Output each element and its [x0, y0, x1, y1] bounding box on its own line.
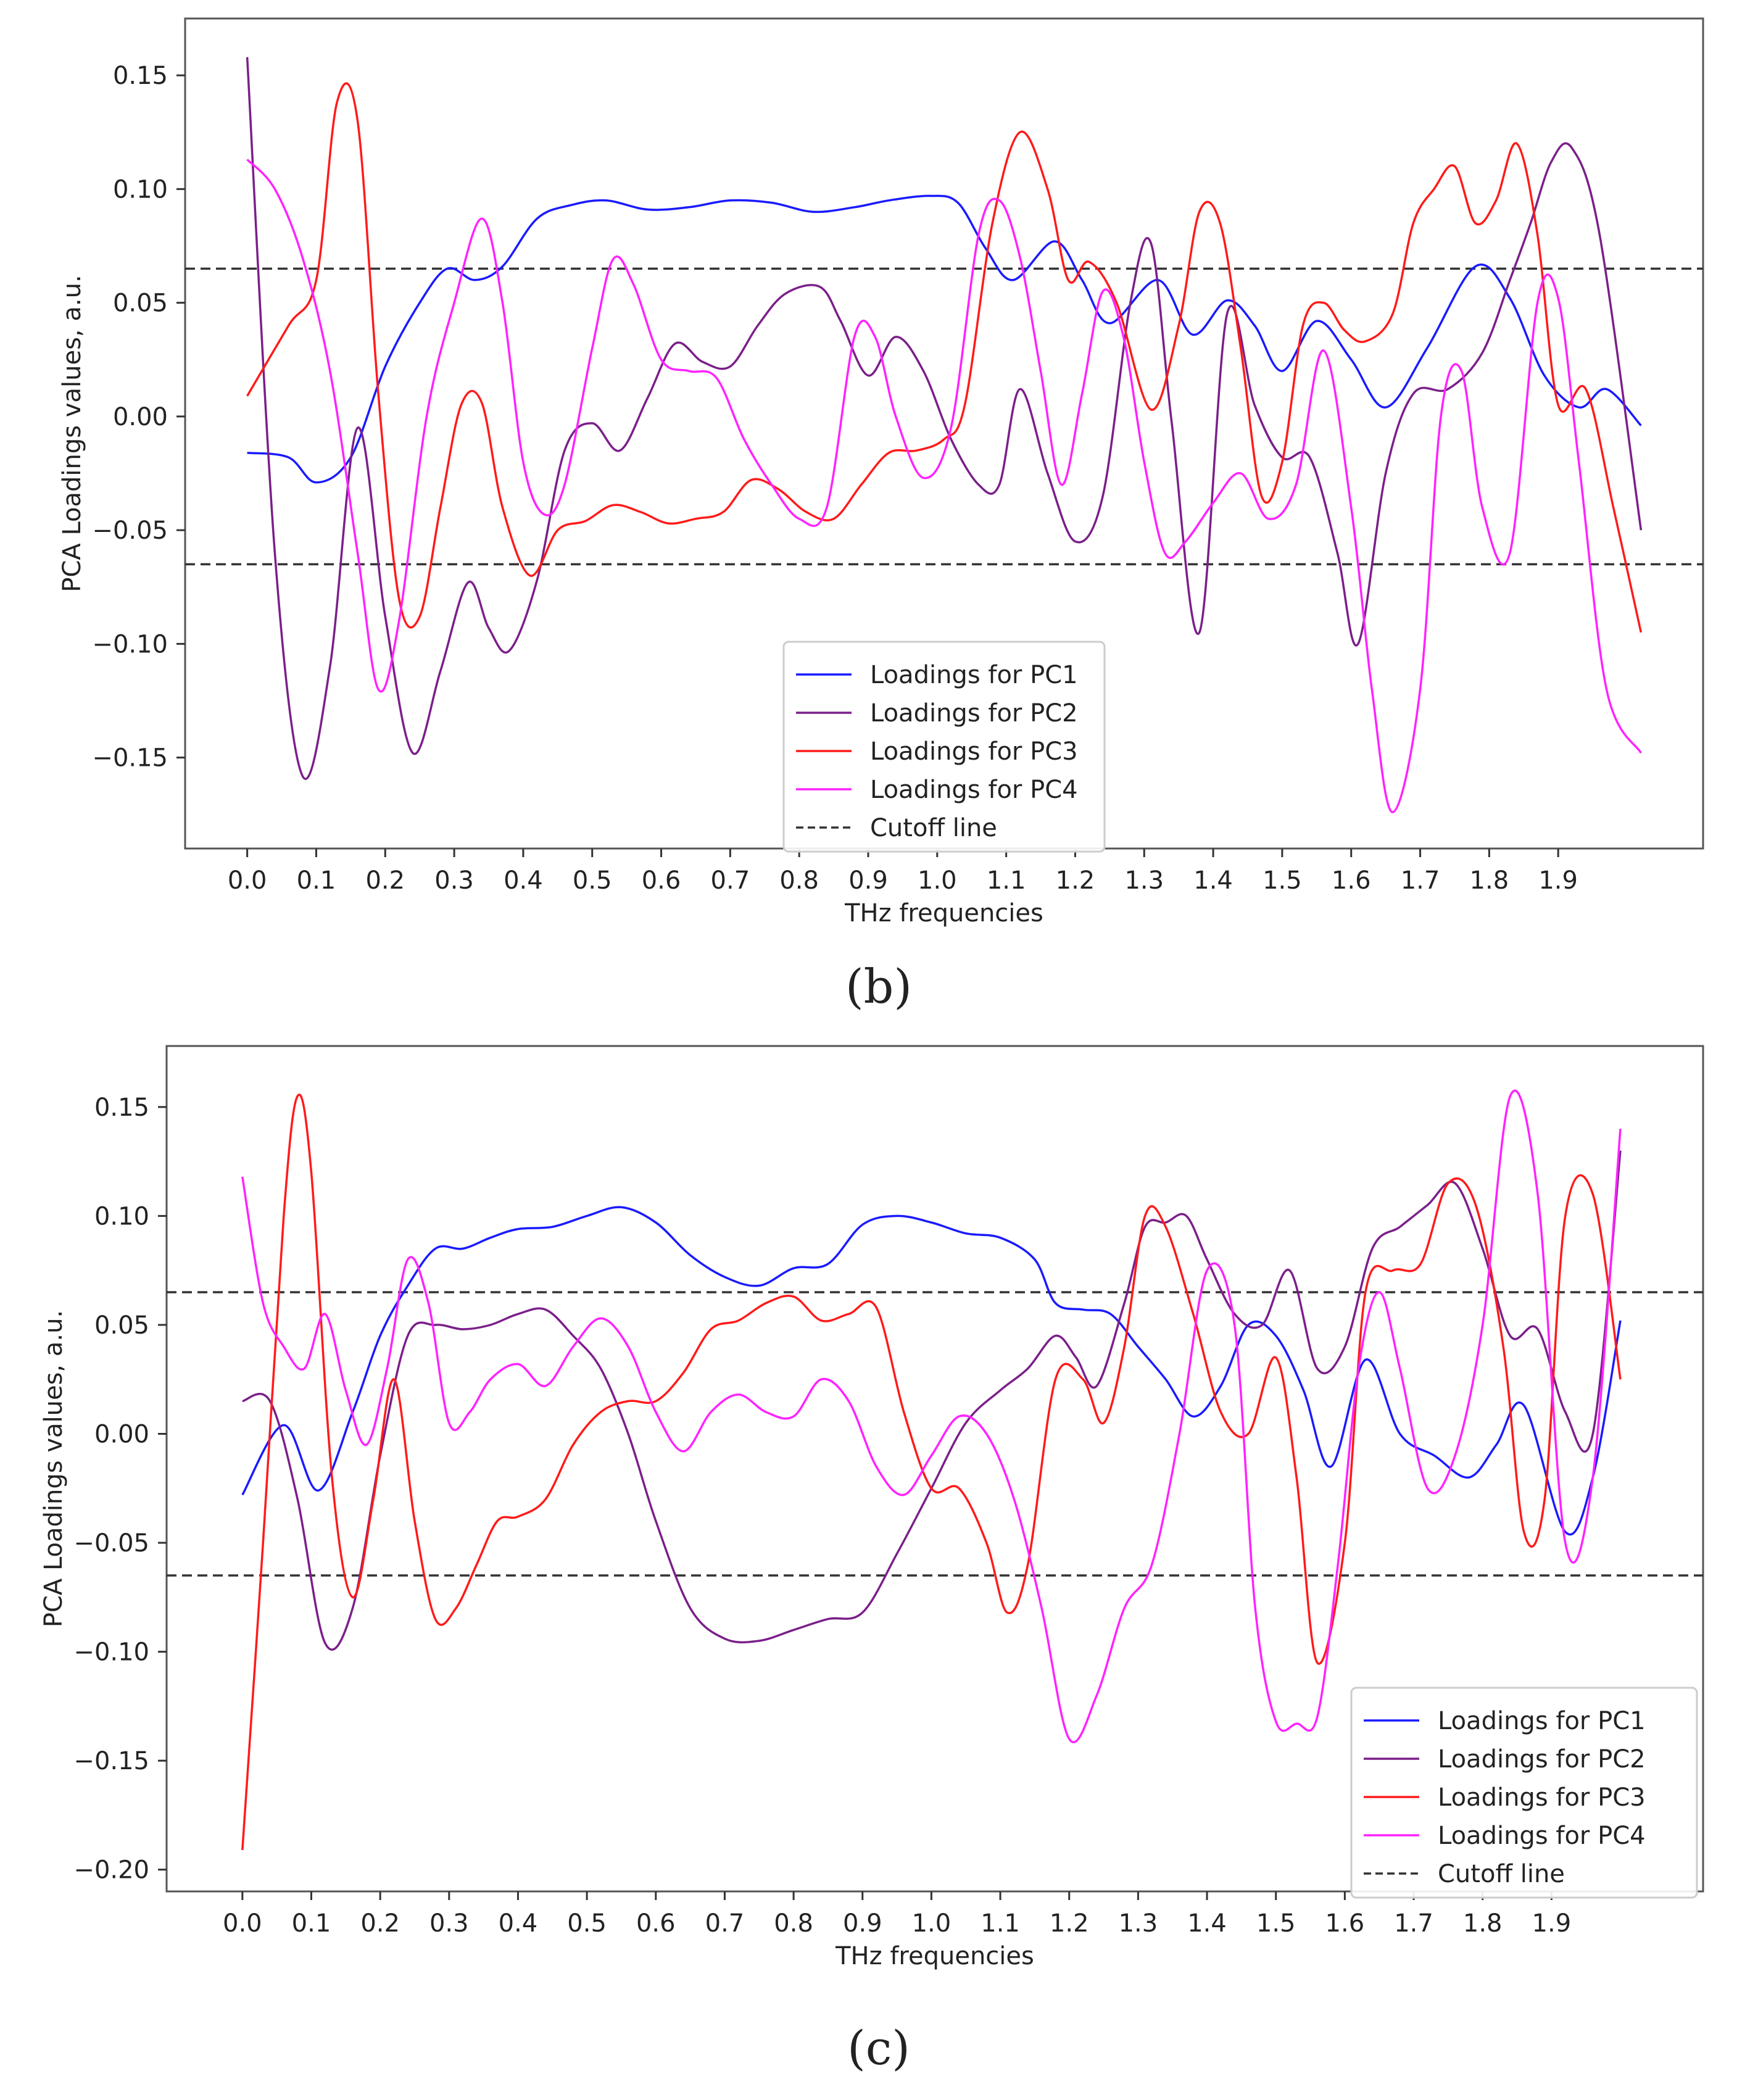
y-tick-label-c-5: 0.05 [94, 1311, 149, 1340]
x-tick-label-b-18: 1.8 [1470, 866, 1509, 895]
series-line-c-pc3 [241, 1094, 1622, 1851]
x-tick-label-b-17: 1.7 [1401, 866, 1440, 895]
series-line-c-pc2 [242, 1150, 1622, 1651]
x-tick-label-c-2: 0.2 [360, 1909, 400, 1938]
series-line-b-pc2 [246, 57, 1643, 780]
x-tick-label-c-0: 0.0 [223, 1909, 262, 1938]
x-tick-label-c-13: 1.3 [1119, 1909, 1158, 1938]
y-tick-label-c-7: 0.15 [94, 1094, 149, 1122]
legend-label-b-1: Loadings for PC2 [870, 699, 1078, 728]
legend-label-b-3: Loadings for PC4 [870, 776, 1078, 804]
x-tick-label-b-3: 0.3 [434, 866, 474, 895]
x-tick-label-c-15: 1.5 [1256, 1909, 1296, 1938]
x-tick-label-c-16: 1.6 [1325, 1909, 1365, 1938]
x-tick-label-b-1: 0.1 [297, 866, 336, 895]
x-tick-label-c-7: 0.7 [705, 1909, 745, 1938]
x-tick-label-c-8: 0.8 [774, 1909, 813, 1938]
x-tick-label-c-14: 1.4 [1187, 1909, 1227, 1938]
x-tick-label-b-19: 1.9 [1538, 866, 1578, 895]
legend-label-b-2: Loadings for PC3 [870, 737, 1078, 766]
y-axis-label-c: PCA Loadings values, a.u. [39, 1310, 68, 1627]
x-tick-label-b-15: 1.5 [1263, 866, 1302, 895]
x-axis-label-b: THz frequencies [844, 899, 1043, 928]
legend-box-c [1350, 1687, 1698, 1899]
series-line-c-pc1 [241, 1206, 1622, 1536]
legend-label-c-0: Loadings for PC1 [1438, 1707, 1646, 1735]
y-tick-label-c-2: −0.10 [73, 1638, 149, 1667]
x-tick-label-b-4: 0.4 [504, 866, 543, 895]
x-axis-label-c: THz frequencies [835, 1942, 1034, 1970]
legend-label-c-4: Cutoff line [1438, 1860, 1565, 1888]
x-tick-label-b-13: 1.3 [1124, 866, 1164, 895]
series-group-c [241, 1089, 1622, 1851]
y-tick-label-c-4: 0.00 [94, 1421, 149, 1449]
x-tick-label-c-18: 1.8 [1463, 1909, 1503, 1938]
y-tick-label-b-6: 0.15 [113, 62, 168, 90]
x-tick-label-b-14: 1.4 [1193, 866, 1233, 895]
x-tick-label-b-9: 0.9 [848, 866, 888, 895]
legend-label-c-2: Loadings for PC3 [1438, 1783, 1646, 1812]
x-tick-label-c-3: 0.3 [429, 1909, 469, 1938]
legend-label-b-0: Loadings for PC1 [870, 661, 1078, 689]
y-tick-label-c-6: 0.10 [94, 1202, 149, 1231]
x-tick-label-b-11: 1.1 [987, 866, 1026, 895]
chart-panel-b: 0.0 0.1 0.2 0.3 0.4 0.5 0.6 0.7 0.8 0.9 1.0 1.1 1.2 1… [58, 17, 1704, 928]
series-line-b-pc4 [246, 159, 1642, 813]
x-tick-label-c-1: 0.1 [292, 1909, 331, 1938]
legend-box-b [782, 641, 1106, 853]
chart-panel-c: 0.0 0.1 0.2 0.3 0.4 0.5 0.6 0.7 0.8 0.9 1.0 1.1 1.2 1… [39, 1045, 1704, 1970]
y-tick-label-b-2: −0.05 [92, 517, 168, 545]
x-tick-label-c-6: 0.6 [636, 1909, 676, 1938]
series-group-b [246, 57, 1643, 813]
panel-label-b: (b) [845, 959, 912, 1014]
x-tick-label-c-17: 1.7 [1394, 1909, 1433, 1938]
legend-label-c-3: Loadings for PC4 [1438, 1822, 1646, 1850]
y-tick-label-b-1: −0.10 [92, 630, 168, 658]
x-tick-label-b-2: 0.2 [365, 866, 405, 895]
x-tick-label-b-16: 1.6 [1332, 866, 1371, 895]
panel-label-c: (c) [847, 2020, 910, 2075]
y-tick-label-b-5: 0.10 [113, 175, 168, 204]
x-tick-label-b-5: 0.5 [573, 866, 612, 895]
y-tick-label-b-0: −0.15 [92, 744, 168, 773]
x-tick-label-c-9: 0.9 [843, 1909, 882, 1938]
x-tick-label-c-11: 1.1 [981, 1909, 1020, 1938]
y-tick-label-c-0: −0.20 [73, 1856, 149, 1885]
x-tick-label-c-19: 1.9 [1532, 1909, 1572, 1938]
x-tick-label-b-6: 0.6 [642, 866, 681, 895]
series-line-b-pc1 [247, 194, 1642, 484]
x-tick-label-c-4: 0.4 [499, 1909, 538, 1938]
y-tick-label-b-4: 0.05 [113, 289, 168, 318]
x-tick-label-c-5: 0.5 [567, 1909, 607, 1938]
series-line-c-pc4 [241, 1089, 1622, 1743]
y-tick-label-b-3: 0.00 [113, 403, 168, 431]
x-tick-label-b-7: 0.7 [711, 866, 750, 895]
legend-label-b-4: Cutoff line [870, 814, 997, 842]
panel-label-c-text: (c) [847, 2020, 910, 2075]
series-line-b-pc3 [246, 82, 1643, 633]
x-tick-label-b-8: 0.8 [779, 866, 819, 895]
legend-label-c-1: Loadings for PC2 [1438, 1745, 1646, 1774]
y-axis-label-b: PCA Loadings values, a.u. [58, 275, 86, 592]
x-tick-label-b-0: 0.0 [228, 866, 267, 895]
y-tick-label-c-1: −0.15 [73, 1747, 149, 1775]
x-tick-label-c-12: 1.2 [1050, 1909, 1089, 1938]
x-tick-label-c-10: 1.0 [912, 1909, 952, 1938]
panel-label-b-text: (b) [845, 959, 912, 1014]
x-tick-label-b-12: 1.2 [1056, 866, 1095, 895]
x-tick-label-b-10: 1.0 [918, 866, 957, 895]
y-tick-label-c-3: −0.05 [73, 1529, 149, 1558]
